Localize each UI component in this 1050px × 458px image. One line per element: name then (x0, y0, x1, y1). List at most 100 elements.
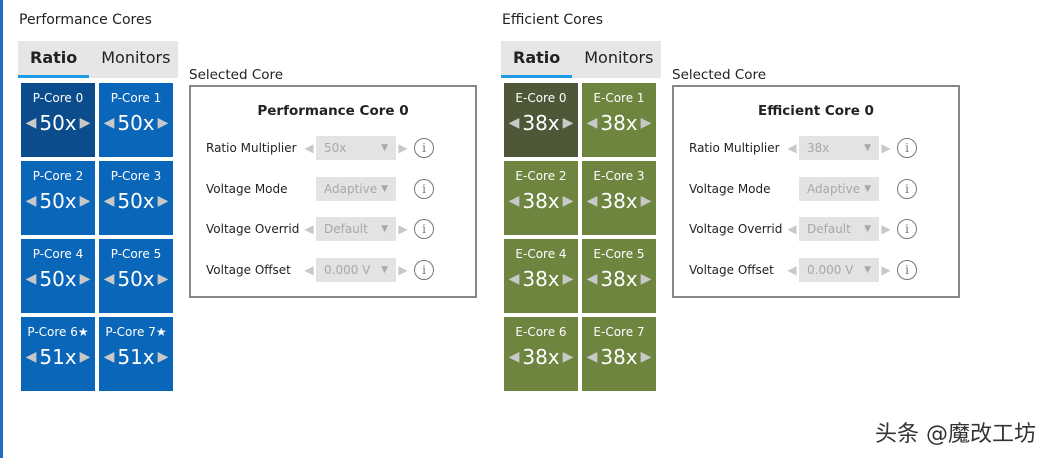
increase-arrow-icon[interactable]: ▶ (398, 222, 408, 236)
info-icon[interactable]: i (897, 138, 917, 158)
decrease-arrow-icon[interactable]: ◀ (25, 115, 37, 131)
decrease-arrow-icon[interactable]: ◀ (508, 115, 520, 131)
core-tile[interactable]: E-Core 5 ◀ 38x ▶ (582, 239, 656, 313)
core-ratio: 38x (600, 189, 638, 213)
setting-dropdown[interactable]: Adaptive ▼ (799, 176, 879, 201)
core-tile[interactable]: P-Core 2 ◀ 50x ▶ (21, 161, 95, 235)
decrease-arrow-icon[interactable]: ◀ (586, 271, 598, 287)
increase-arrow-icon[interactable]: ▶ (640, 115, 652, 131)
increase-arrow-icon[interactable]: ▶ (562, 271, 574, 287)
chevron-down-icon: ▼ (381, 183, 388, 194)
setting-dropdown[interactable]: Default ▼ (799, 217, 879, 241)
info-icon[interactable]: i (897, 259, 917, 280)
decrease-arrow-icon[interactable]: ◀ (508, 193, 520, 209)
core-tile[interactable]: E-Core 6 ◀ 38x ▶ (504, 317, 578, 391)
core-name: E-Core 6 (515, 325, 567, 339)
decrease-arrow-icon[interactable]: ◀ (103, 115, 115, 131)
setting-label: Voltage Offset (206, 262, 291, 277)
core-tile[interactable]: P-Core 5 ◀ 50x ▶ (99, 239, 173, 313)
setting-dropdown[interactable]: Default ▼ (316, 217, 396, 241)
decrease-arrow-icon[interactable]: ◀ (25, 193, 37, 209)
increase-arrow-icon[interactable]: ▶ (79, 271, 91, 287)
tab-ratio[interactable]: Ratio (18, 41, 90, 78)
core-tile[interactable]: P-Core 6★ ◀ 51x ▶ (21, 317, 95, 391)
core-name: E-Core 1 (593, 91, 645, 105)
setting-label: Voltage Mode (206, 181, 288, 196)
core-ratio: 38x (522, 111, 560, 135)
info-icon[interactable]: i (414, 259, 434, 280)
decrease-arrow-icon[interactable]: ◀ (787, 262, 797, 277)
info-icon[interactable]: i (414, 219, 434, 239)
core-tile[interactable]: P-Core 4 ◀ 50x ▶ (21, 239, 95, 313)
info-icon[interactable]: i (897, 178, 917, 199)
increase-arrow-icon[interactable]: ▶ (640, 271, 652, 287)
increase-arrow-icon[interactable]: ▶ (562, 349, 574, 365)
core-tile[interactable]: E-Core 2 ◀ 38x ▶ (504, 161, 578, 235)
decrease-arrow-icon[interactable]: ◀ (103, 271, 115, 287)
setting-dropdown[interactable]: Adaptive ▼ (316, 176, 396, 201)
increase-arrow-icon[interactable]: ▶ (398, 141, 408, 155)
increase-arrow-icon[interactable]: ▶ (79, 115, 91, 131)
decrease-arrow-icon[interactable]: ◀ (304, 222, 314, 236)
core-tile[interactable]: P-Core 7★ ◀ 51x ▶ (99, 317, 173, 391)
core-name: E-Core 2 (515, 169, 567, 183)
decrease-arrow-icon[interactable]: ◀ (787, 222, 797, 236)
decrease-arrow-icon[interactable]: ◀ (304, 262, 314, 277)
increase-arrow-icon[interactable]: ▶ (79, 349, 91, 365)
core-ratio: 38x (600, 111, 638, 135)
setting-dropdown[interactable]: 50x ▼ (316, 136, 396, 160)
setting-row: Voltage Offset ◀ 0.000 V ▼ ▶ i (206, 257, 434, 282)
core-tile[interactable]: E-Core 7 ◀ 38x ▶ (582, 317, 656, 391)
increase-arrow-icon[interactable]: ▶ (562, 193, 574, 209)
core-ratio: 50x (39, 189, 77, 213)
info-icon[interactable]: i (414, 138, 434, 158)
decrease-arrow-icon[interactable]: ◀ (787, 141, 797, 155)
tab-monitors[interactable]: Monitors (101, 48, 171, 67)
core-ratio: 51x (117, 345, 155, 369)
increase-arrow-icon[interactable]: ▶ (398, 262, 408, 277)
setting-row: Voltage Overrid ◀ Default ▼ ▶ i (689, 217, 917, 241)
increase-arrow-icon[interactable]: ▶ (881, 222, 891, 236)
info-icon[interactable]: i (414, 178, 434, 199)
decrease-arrow-icon[interactable]: ◀ (103, 349, 115, 365)
setting-row: Voltage Offset ◀ 0.000 V ▼ ▶ i (689, 257, 917, 282)
increase-arrow-icon[interactable]: ▶ (157, 193, 169, 209)
decrease-arrow-icon[interactable]: ◀ (586, 349, 598, 365)
core-name: P-Core 2 (32, 169, 84, 183)
setting-dropdown[interactable]: 38x ▼ (799, 136, 879, 160)
increase-arrow-icon[interactable]: ▶ (79, 193, 91, 209)
core-tile[interactable]: P-Core 0 ◀ 50x ▶ (21, 83, 95, 157)
core-name: E-Core 7 (593, 325, 645, 339)
increase-arrow-icon[interactable]: ▶ (157, 115, 169, 131)
increase-arrow-icon[interactable]: ▶ (157, 271, 169, 287)
decrease-arrow-icon[interactable]: ◀ (508, 349, 520, 365)
decrease-arrow-icon[interactable]: ◀ (304, 141, 314, 155)
setting-dropdown[interactable]: 0.000 V ▼ (799, 257, 879, 282)
increase-arrow-icon[interactable]: ▶ (881, 141, 891, 155)
panel-title: Performance Core 0 (257, 103, 409, 119)
core-tile[interactable]: P-Core 1 ◀ 50x ▶ (99, 83, 173, 157)
core-tile[interactable]: E-Core 4 ◀ 38x ▶ (504, 239, 578, 313)
info-icon[interactable]: i (897, 219, 917, 239)
core-ratio: 50x (117, 111, 155, 135)
increase-arrow-icon[interactable]: ▶ (640, 193, 652, 209)
decrease-arrow-icon[interactable]: ◀ (508, 271, 520, 287)
tab-monitors[interactable]: Monitors (584, 48, 654, 67)
increase-arrow-icon[interactable]: ▶ (562, 115, 574, 131)
tab-ratio[interactable]: Ratio (501, 41, 573, 78)
increase-arrow-icon[interactable]: ▶ (640, 349, 652, 365)
core-tile[interactable]: E-Core 3 ◀ 38x ▶ (582, 161, 656, 235)
increase-arrow-icon[interactable]: ▶ (881, 262, 891, 277)
decrease-arrow-icon[interactable]: ◀ (586, 115, 598, 131)
setting-dropdown[interactable]: 0.000 V ▼ (316, 257, 396, 282)
decrease-arrow-icon[interactable]: ◀ (103, 193, 115, 209)
decrease-arrow-icon[interactable]: ◀ (586, 193, 598, 209)
core-tile[interactable]: E-Core 1 ◀ 38x ▶ (582, 83, 656, 157)
core-ratio: 38x (522, 345, 560, 369)
increase-arrow-icon[interactable]: ▶ (157, 349, 169, 365)
decrease-arrow-icon[interactable]: ◀ (25, 349, 37, 365)
core-tile[interactable]: E-Core 0 ◀ 38x ▶ (504, 83, 578, 157)
decrease-arrow-icon[interactable]: ◀ (25, 271, 37, 287)
chevron-down-icon: ▼ (381, 143, 388, 153)
core-tile[interactable]: P-Core 3 ◀ 50x ▶ (99, 161, 173, 235)
